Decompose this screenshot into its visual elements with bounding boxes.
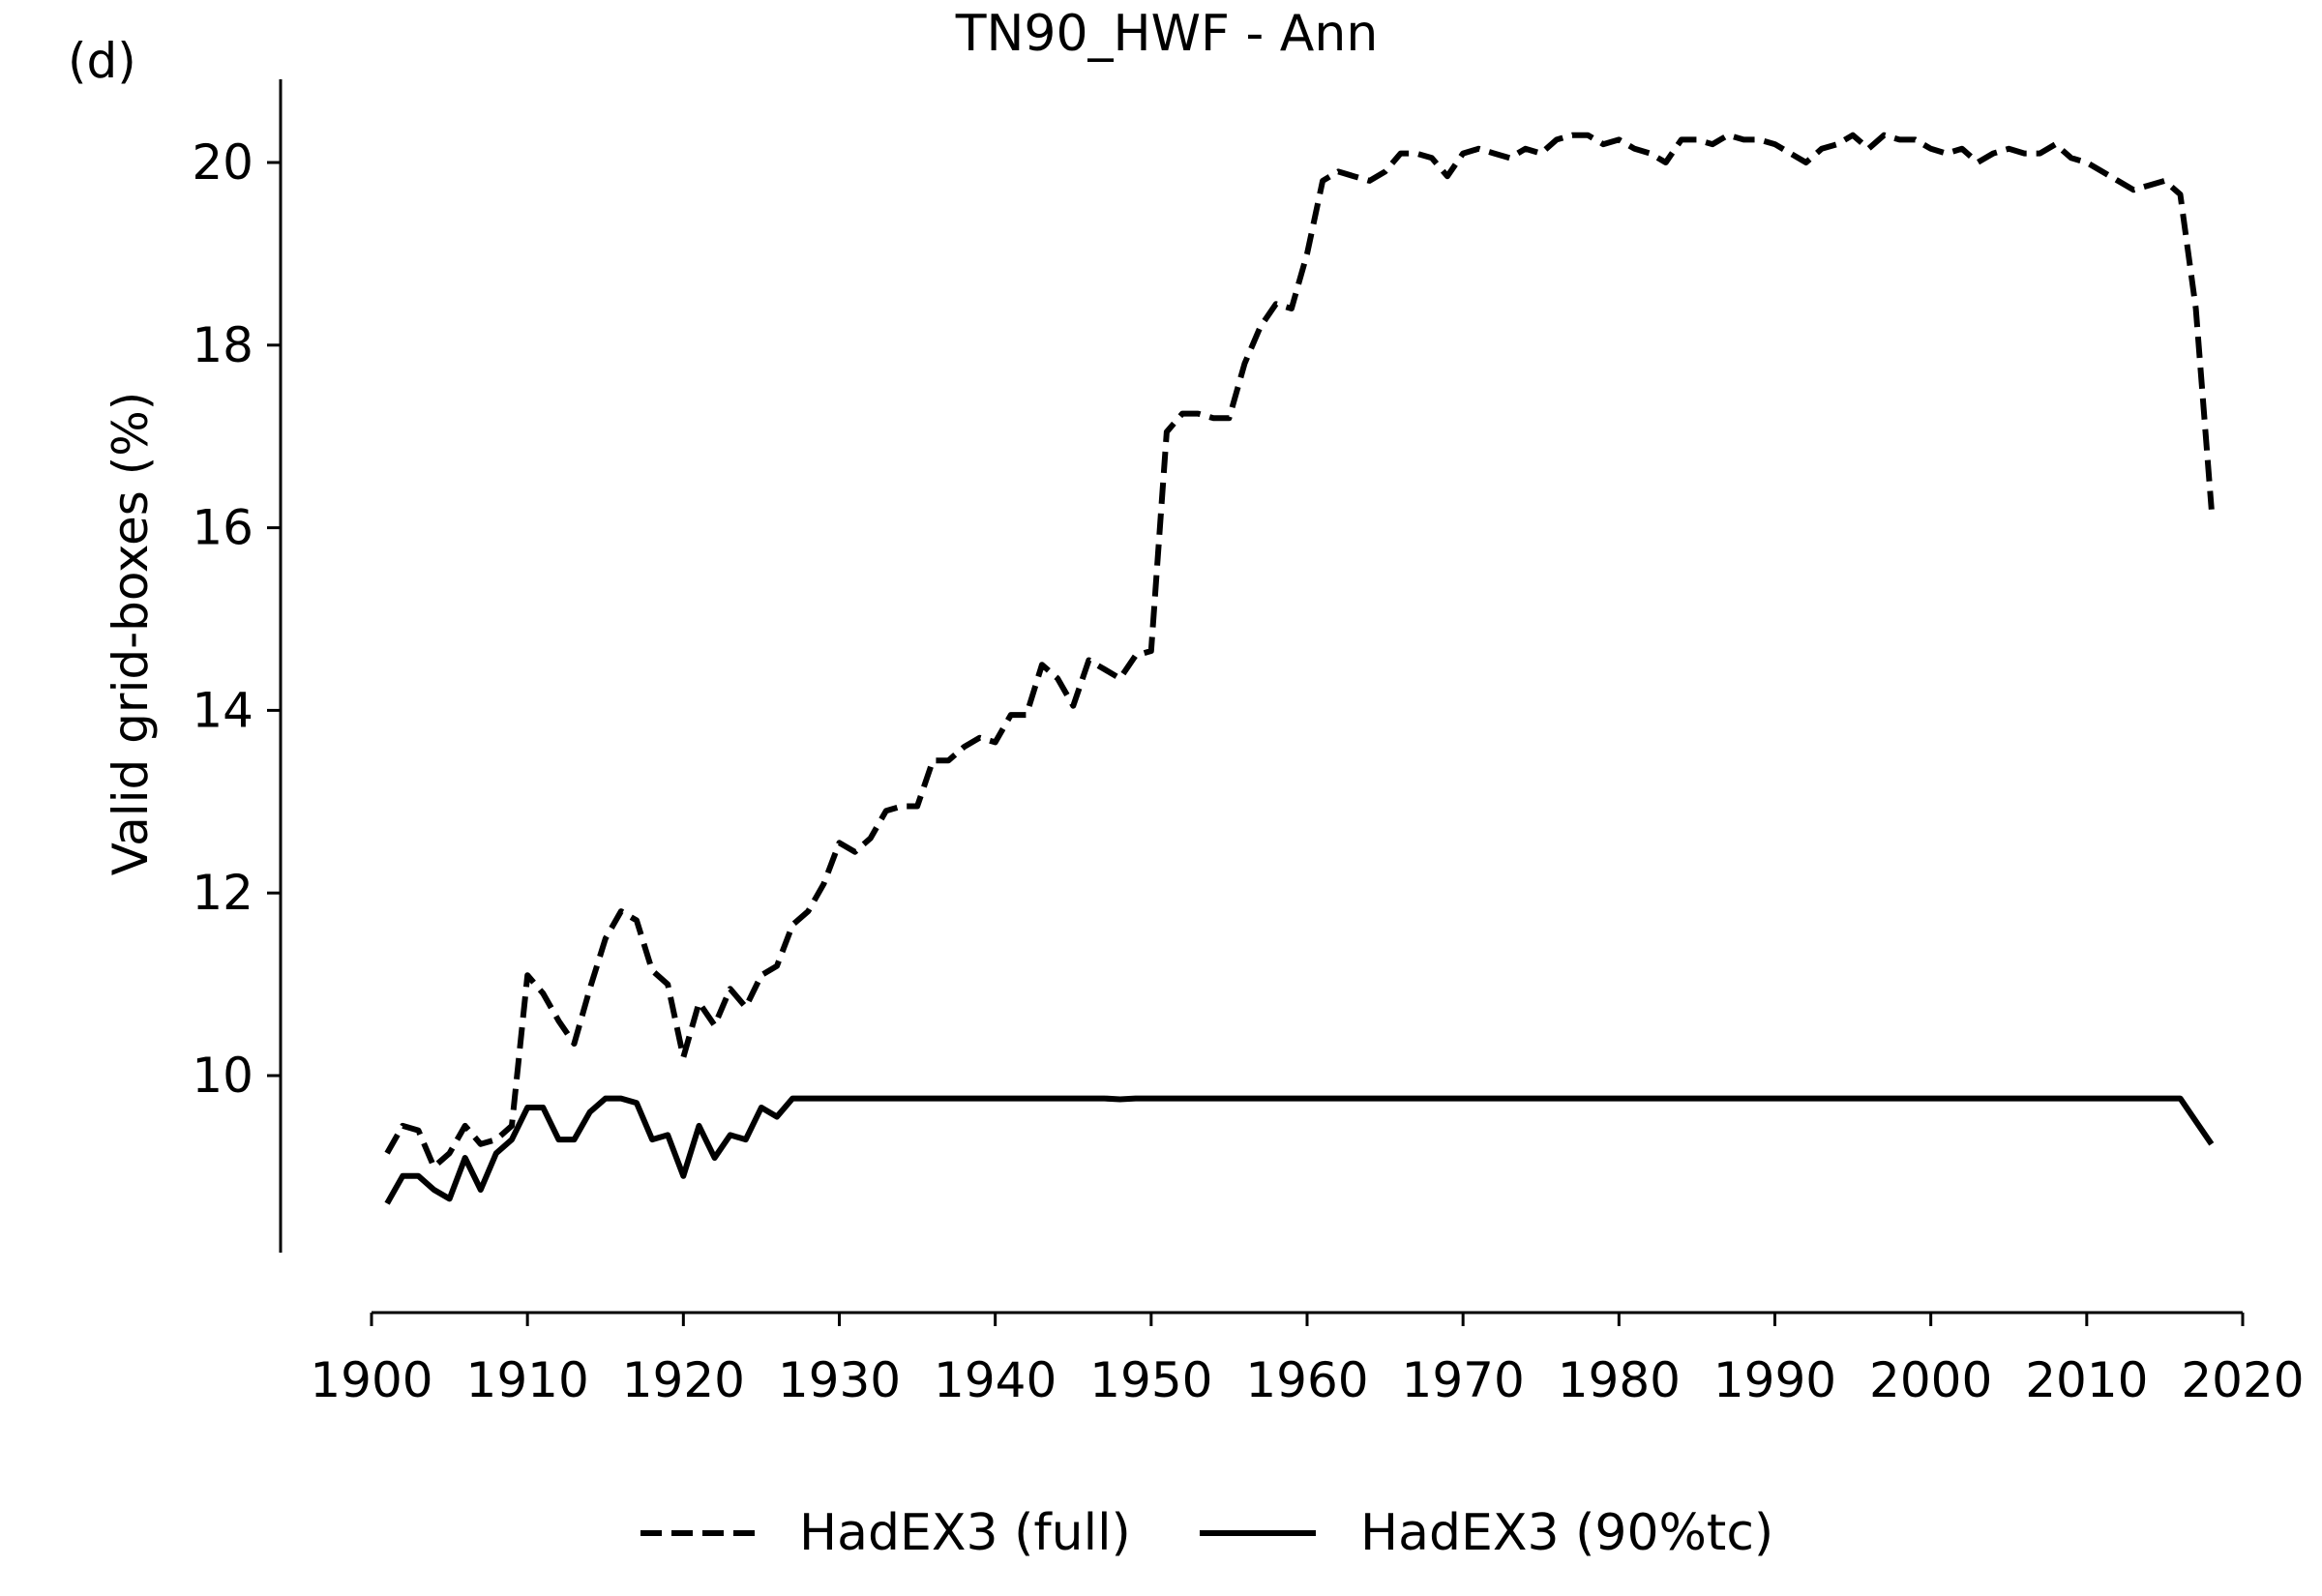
series-line-full (384, 132, 2215, 1170)
x-tick-label: 2010 (2025, 1352, 2148, 1408)
chart-title: TN90_HWF - Ann (955, 5, 1379, 63)
y-ticks: 10 12 14 16 18 20 (192, 134, 281, 1104)
panel-label: (d) (68, 33, 136, 89)
y-tick-label: 16 (192, 500, 253, 556)
x-tick-label: 1970 (1402, 1352, 1525, 1408)
legend-label-full: HadEX3 (full) (799, 1504, 1131, 1562)
legend: HadEX3 (full) HadEX3 (90%tc) (640, 1504, 1773, 1562)
series-line-90tc (384, 1095, 2215, 1205)
x-tick-label: 1950 (1089, 1352, 1212, 1408)
x-tick-label: 2020 (2181, 1352, 2304, 1408)
y-tick-label: 18 (192, 317, 253, 373)
x-tick-label: 1910 (466, 1352, 589, 1408)
legend-label-90tc: HadEX3 (90%tc) (1360, 1504, 1773, 1562)
y-axis-label: Valid grid-boxes (%) (103, 392, 159, 875)
x-tick-label: 1980 (1558, 1352, 1681, 1408)
x-tick-label: 2000 (1869, 1352, 1992, 1408)
series-group (384, 132, 2215, 1205)
x-tick-label: 1940 (934, 1352, 1057, 1408)
y-tick-label: 10 (192, 1048, 253, 1104)
y-tick-label: 12 (192, 865, 253, 921)
x-tick-label: 1920 (622, 1352, 745, 1408)
y-tick-label: 14 (192, 682, 253, 738)
x-ticks: 1900 1910 1920 1930 1940 1950 1960 1970 1980 1990… (310, 1313, 2305, 1408)
x-tick-label: 1900 (310, 1352, 432, 1408)
y-tick-label: 20 (192, 134, 253, 191)
x-tick-label: 1930 (778, 1352, 901, 1408)
x-tick-label: 1990 (1713, 1352, 1836, 1408)
x-tick-label: 1960 (1245, 1352, 1368, 1408)
